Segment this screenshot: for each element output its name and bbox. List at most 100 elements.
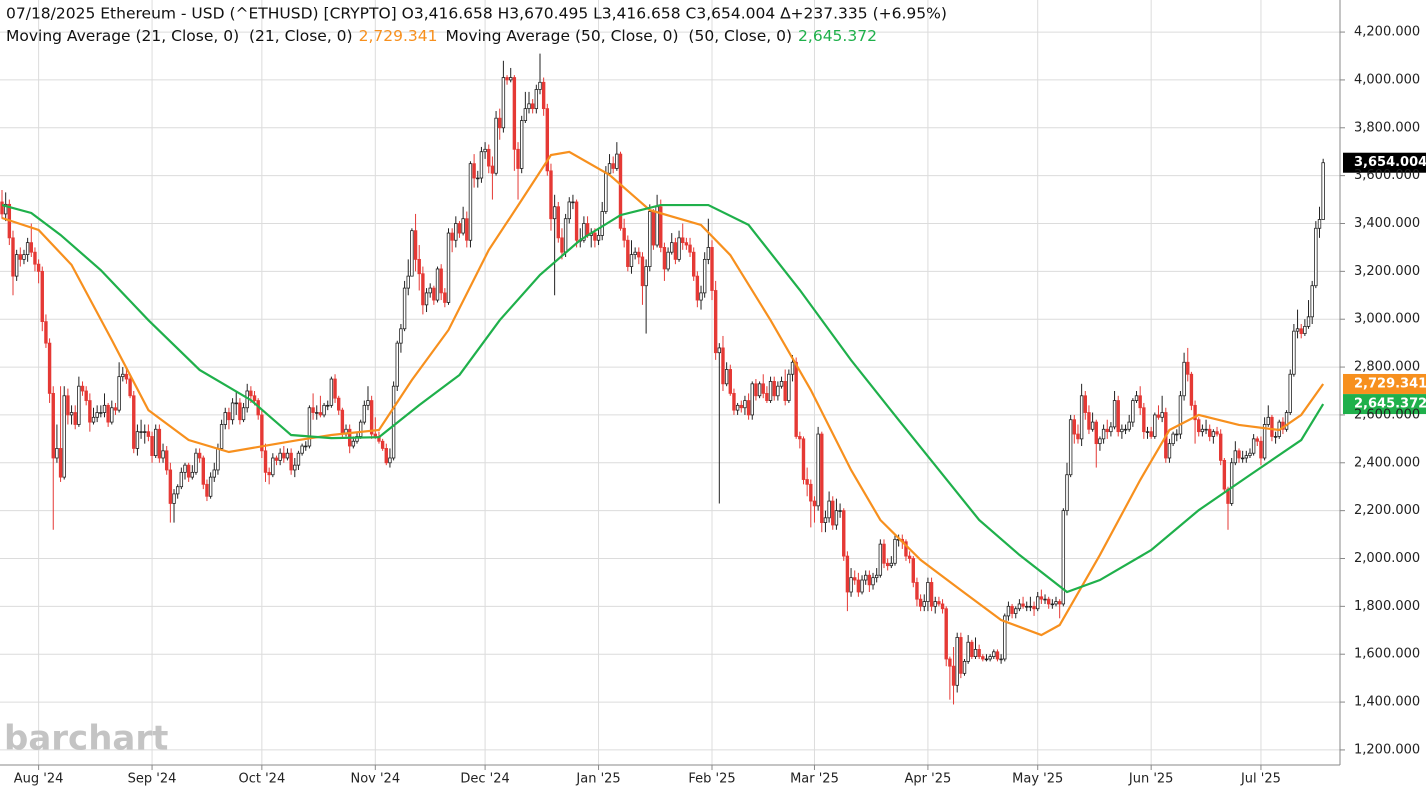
candle-body [973, 649, 978, 658]
chart-title: 07/18/2025 Ethereum - USD (^ETHUSD) [CRY… [6, 5, 947, 23]
candle-body [223, 412, 227, 425]
candle-body [1240, 457, 1245, 460]
candle-body [1120, 428, 1124, 433]
candle-body [962, 660, 967, 674]
candle-body [304, 445, 308, 448]
candle-body [739, 404, 743, 409]
candle-body [955, 637, 959, 686]
candle-body [1204, 428, 1208, 431]
candle-body [706, 247, 711, 260]
candle-body [937, 601, 941, 605]
candle-body [219, 424, 224, 449]
candle-body [951, 665, 956, 686]
candle-body [1098, 438, 1102, 445]
price-tag [1343, 373, 1426, 394]
candle-body [135, 431, 140, 449]
candle-body [1197, 419, 1201, 433]
y-tick-label: 4,200.000 [1354, 25, 1420, 40]
candle-body [311, 407, 315, 413]
x-tick-label: Apr '25 [905, 772, 952, 787]
candle-body [1076, 433, 1080, 440]
candle-body [1266, 416, 1270, 425]
candle-body [307, 407, 312, 447]
candle-body [801, 438, 806, 480]
candle-body [1101, 428, 1106, 440]
candle-body [695, 275, 700, 301]
candle-body [208, 476, 213, 497]
candle-body [757, 383, 762, 397]
candle-body [183, 464, 187, 473]
candle-body [728, 369, 732, 394]
price-tag-label: 2,729.341 [1354, 376, 1426, 391]
candle-body [424, 292, 429, 306]
candle-body [750, 383, 754, 416]
candle-body [644, 266, 648, 287]
candle-body [552, 206, 557, 220]
price-tags: 3,654.004 2,729.341 2,645.372 [1343, 152, 1426, 415]
x-tick-label: Jan '25 [575, 772, 620, 787]
candle-body [637, 251, 641, 258]
candle-body [58, 448, 63, 478]
candle-body [523, 108, 528, 122]
candle-body [567, 201, 571, 220]
candle-body [62, 395, 66, 478]
y-tick-label: 1,400.000 [1354, 695, 1420, 710]
candle-body [355, 436, 359, 442]
candle-body [831, 500, 835, 526]
marks [0, 53, 1325, 705]
candle-body [1090, 421, 1095, 430]
candle-body [684, 242, 689, 246]
y-tick-label: 3,400.000 [1354, 216, 1420, 231]
candle-body [25, 242, 30, 256]
candle-body [783, 381, 787, 401]
candle-body [593, 232, 597, 241]
candle-body [77, 385, 81, 425]
candle-body [175, 486, 180, 495]
candle-body [1218, 433, 1223, 461]
candle-body [812, 500, 817, 507]
candle-body [853, 577, 857, 581]
candle-body [388, 457, 392, 464]
candle-body [959, 637, 963, 674]
candle-body [787, 373, 791, 401]
candle-body [216, 448, 220, 471]
candle-body [11, 237, 15, 277]
candle-body [966, 641, 970, 662]
x-tick-label: Dec '24 [460, 772, 509, 787]
candle-body [476, 177, 480, 180]
candle-body [794, 361, 798, 437]
candle-body [143, 431, 147, 433]
candle-body [681, 237, 685, 244]
candle-body [468, 163, 473, 241]
candle-body [1061, 510, 1066, 605]
candle-body [1189, 373, 1194, 406]
candle-body [472, 163, 476, 179]
candle-body [735, 404, 740, 411]
y-tick-label: 2,400.000 [1354, 455, 1420, 470]
candle-body [1138, 395, 1142, 409]
y-tick-label: 2,200.000 [1354, 503, 1420, 518]
candle-body [871, 577, 875, 586]
candle-body [271, 457, 275, 476]
candle-body [988, 656, 992, 660]
candle-body [102, 404, 107, 413]
candle-body [88, 400, 92, 423]
candle-body [790, 361, 795, 375]
candle-body [666, 251, 670, 270]
candle-body [73, 412, 77, 425]
candle-body [194, 452, 198, 473]
candle-body [512, 77, 517, 150]
candle-body [483, 148, 487, 153]
y-tick-label: 2,000.000 [1354, 551, 1420, 566]
candle-body [168, 469, 173, 504]
candle-body [1175, 433, 1179, 436]
candle-body [746, 400, 751, 416]
candle-body [128, 378, 132, 397]
candle-body [1262, 424, 1267, 459]
candle-body [124, 373, 129, 380]
candle-body [1178, 395, 1183, 435]
candle-body [776, 385, 780, 397]
candle-body [519, 120, 524, 169]
candle-body [227, 412, 231, 421]
